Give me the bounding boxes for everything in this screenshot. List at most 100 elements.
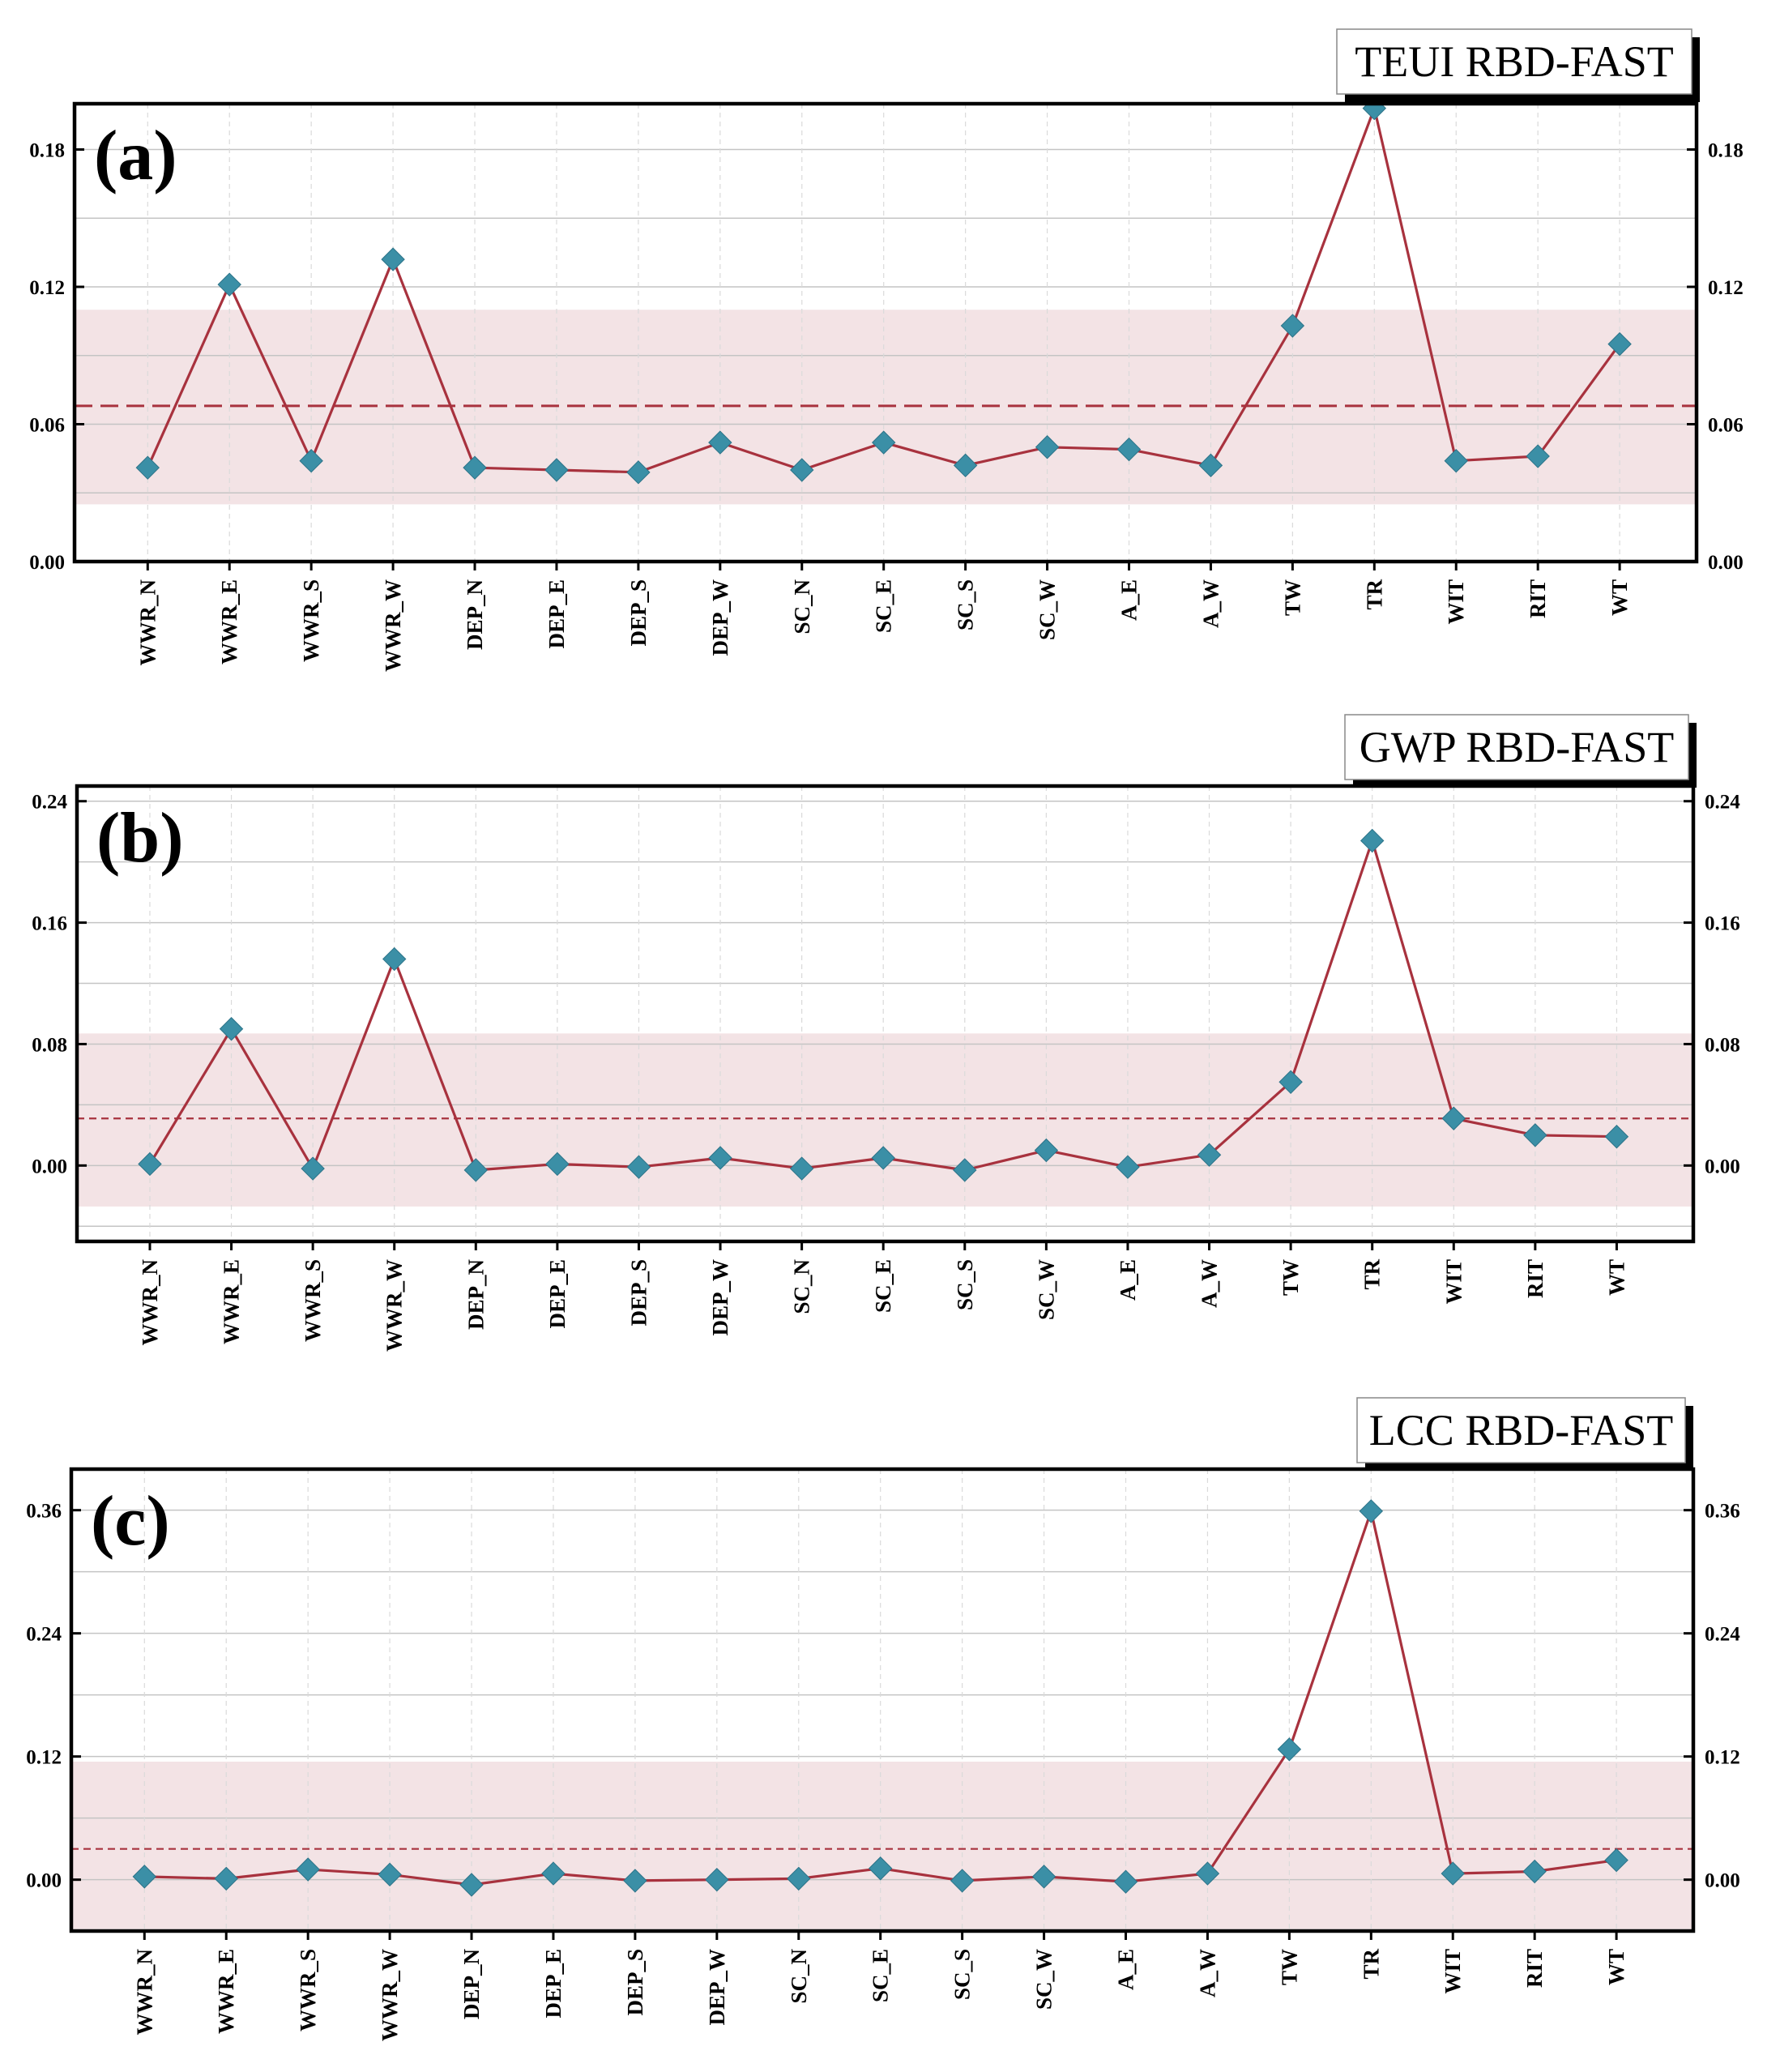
data-point-rit	[1523, 1123, 1547, 1147]
data-point-dep-e	[541, 1861, 566, 1886]
y-tick-label-left: 0.06	[29, 415, 65, 437]
x-tick-label-sc-s: SC_S	[953, 1259, 977, 1310]
x-tick-label-a-e: A_E	[1114, 1949, 1138, 1990]
data-point-sc-w	[1035, 435, 1060, 459]
data-point-dep-s	[623, 1869, 647, 1893]
x-tick-label-sc-e: SC_E	[872, 579, 896, 633]
x-tick-label-sc-s: SC_S	[950, 1949, 975, 2000]
data-point-sc-s	[953, 453, 978, 478]
data-point-a-e	[1116, 437, 1142, 462]
x-tick-label-rit: RIT	[1522, 1949, 1547, 1988]
x-tick-label-sc-w: SC_W	[1035, 579, 1060, 640]
x-tick-label-wwr-e: WWR_E	[220, 1259, 244, 1344]
y-tick-label-right: 0.18	[1708, 140, 1744, 162]
data-point-wt	[1604, 1848, 1628, 1873]
data-point-dep-w	[705, 1867, 729, 1892]
data-point-dep-s	[626, 460, 651, 485]
data-point-wwr-w	[381, 247, 405, 271]
x-tick-label-wwr-n: WWR_N	[138, 1259, 162, 1346]
x-tick-label-wit: WIT	[1441, 1949, 1465, 1994]
x-tick-label-sc-w: SC_W	[1034, 1259, 1058, 1320]
data-point-wit	[1444, 448, 1468, 473]
x-tick-label-wwr-e: WWR_E	[214, 1949, 238, 2034]
x-tick-label-sc-n: SC_N	[790, 1259, 814, 1314]
x-tick-label-sc-e: SC_E	[871, 1259, 895, 1313]
panel-label: (a)	[94, 117, 177, 195]
data-point-dep-n	[459, 1873, 484, 1897]
data-point-tr	[1359, 1499, 1384, 1523]
x-tick-label-sc-e: SC_E	[869, 1949, 893, 2002]
plot-frame	[69, 1467, 1696, 1933]
y-tick-label-left: 0.00	[26, 1870, 62, 1892]
x-tick-label-wwr-w: WWR_W	[382, 1259, 407, 1352]
data-point-sc-e	[868, 1856, 893, 1881]
significance-band	[71, 1762, 1693, 1929]
x-tick-label-dep-w: DEP_W	[708, 1259, 732, 1336]
data-point-a-w	[1195, 1861, 1220, 1886]
data-point-wwr-e	[214, 1866, 238, 1891]
y-tick-label-left: 0.24	[26, 1624, 62, 1646]
x-tick-label-wwr-n: WWR_N	[132, 1949, 156, 2036]
data-point-tw	[1278, 1070, 1303, 1095]
legend-box	[1344, 714, 1689, 780]
x-tick-label-dep-e: DEP_E	[541, 1949, 566, 2019]
x-tick-label-dep-e: DEP_E	[544, 579, 569, 649]
y-tick-label-left: 0.12	[29, 277, 65, 299]
y-tick-label-right: 0.24	[1705, 1624, 1740, 1646]
data-point-rit	[1522, 1859, 1547, 1884]
x-tick-label-wit: WIT	[1444, 579, 1468, 625]
data-point-wwr-w	[378, 1862, 402, 1887]
x-tick-label-tw: TW	[1278, 1259, 1303, 1296]
y-tick-label-left: 0.12	[26, 1747, 62, 1769]
data-point-tw	[1280, 314, 1305, 338]
x-tick-label-wwr-n: WWR_N	[135, 579, 160, 666]
x-tick-label-wit: WIT	[1441, 1259, 1466, 1305]
x-tick-label-dep-n: DEP_N	[463, 1259, 488, 1331]
data-point-a-w	[1197, 1143, 1222, 1167]
x-tick-label-dep-s: DEP_S	[626, 1259, 651, 1327]
y-tick-label-right: 0.06	[1708, 415, 1744, 437]
data-point-sc-n	[789, 1156, 814, 1181]
x-tick-label-dep-w: DEP_W	[705, 1949, 729, 2026]
y-tick-label-right: 0.24	[1705, 792, 1740, 814]
x-tick-label-wwr-s: WWR_S	[299, 579, 323, 662]
data-point-tr	[1360, 828, 1385, 853]
data-point-wwr-s	[301, 1156, 325, 1181]
data-point-dep-n	[463, 455, 487, 480]
plot-frame	[75, 784, 1696, 1244]
data-point-wwr-w	[382, 946, 407, 972]
y-tick-label-right: 0.36	[1705, 1501, 1740, 1523]
panel-b: 0.00 0.00 0.08 0.08 0.16 0.16 0.24 0.24 WWR_N WWR…	[32, 714, 1740, 1352]
y-tick-label-left: 0.24	[32, 792, 67, 814]
x-tick-label-wwr-e: WWR_E	[217, 579, 241, 664]
x-tick-label-tr: TR	[1359, 1949, 1383, 1980]
data-point-a-e	[1116, 1155, 1140, 1179]
x-tick-label-a-e: A_E	[1117, 579, 1142, 621]
panel-c: 0.00 0.00 0.12 0.12 0.24 0.24 0.36 0.36 WWR_N WWR…	[26, 1397, 1740, 2041]
data-point-dep-e	[545, 1151, 570, 1177]
x-tick-label-tr: TR	[1362, 579, 1386, 610]
chart-title: GWP RBD-FAST	[1360, 723, 1675, 771]
y-tick-label-left: 0.08	[32, 1034, 67, 1056]
legend-box	[1336, 28, 1692, 95]
data-point-dep-s	[626, 1155, 651, 1179]
data-point-wt	[1607, 331, 1632, 357]
y-tick-label-left: 0.36	[26, 1501, 62, 1523]
x-tick-label-dep-n: DEP_N	[463, 579, 487, 651]
y-tick-label-left: 0.16	[32, 913, 67, 935]
data-point-wwr-s	[296, 1857, 320, 1882]
x-tick-label-rit: RIT	[1523, 1259, 1547, 1298]
y-tick-label-left: 0.00	[32, 1156, 67, 1177]
x-tick-label-wwr-w: WWR_W	[381, 579, 405, 672]
y-tick-label-right: 0.00	[1705, 1156, 1740, 1177]
x-tick-label-wwr-w: WWR_W	[378, 1949, 402, 2041]
y-tick-label-right: 0.00	[1708, 552, 1744, 574]
panel-label: (c)	[91, 1482, 170, 1561]
x-tick-label-wt: WT	[1607, 579, 1632, 616]
x-tick-label-tw: TW	[1280, 579, 1304, 616]
x-tick-label-a-w: A_W	[1195, 1949, 1219, 1997]
data-point-wwr-n	[138, 1151, 162, 1177]
x-tick-label-a-w: A_W	[1197, 1259, 1222, 1308]
data-point-rit	[1526, 444, 1550, 468]
data-point-sc-w	[1031, 1865, 1056, 1889]
